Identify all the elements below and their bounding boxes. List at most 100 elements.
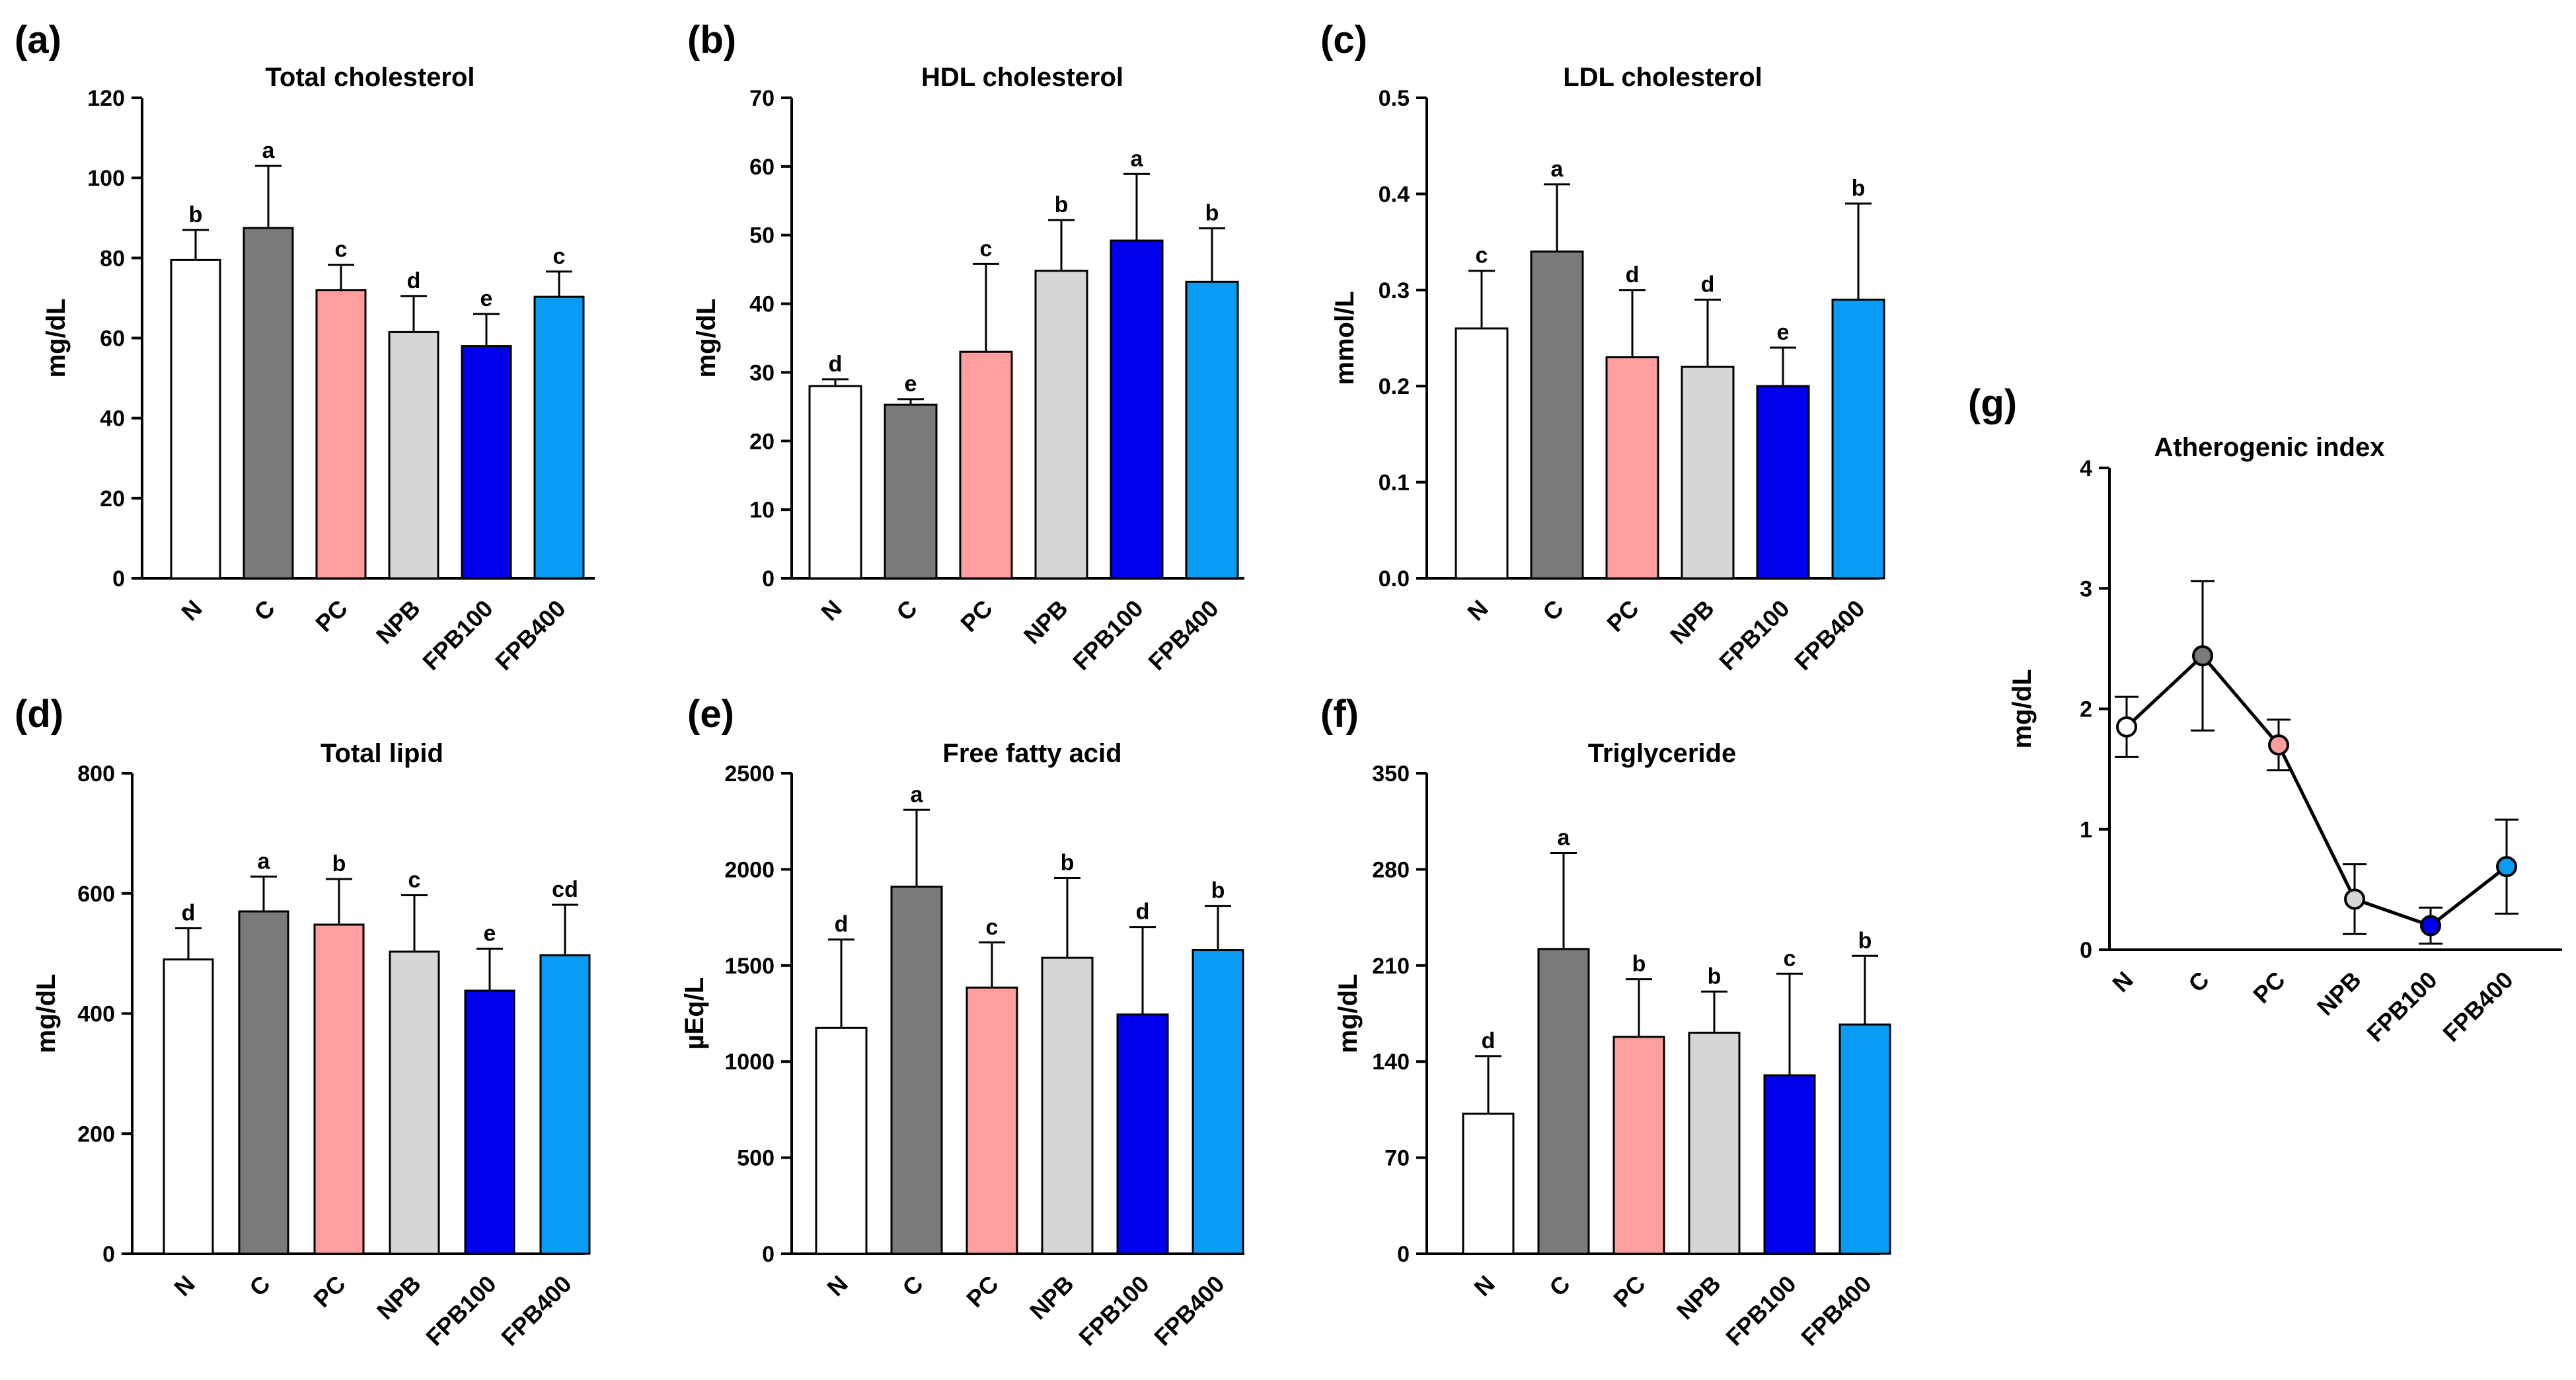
chart-7-panel-label: (g)	[1968, 382, 2017, 425]
chart-1-x-tick-label: C	[248, 595, 280, 626]
chart-3-panel-label: (c)	[1320, 19, 1367, 61]
chart-6-significance-label: a	[1558, 825, 1571, 850]
chart-2-significance-label: e	[905, 371, 917, 397]
chart-3-bar	[1605, 356, 1659, 580]
chart-6-bar	[1838, 1023, 1891, 1255]
chart-2-bar	[808, 385, 862, 580]
chart-4-y-tick-label: 600	[77, 882, 115, 907]
chart-6-y-tick-label: 0	[1397, 1242, 1410, 1267]
chart-6-y-tick-label: 280	[1372, 857, 1410, 882]
chart-5-bar	[1116, 1013, 1169, 1255]
chart-5-significance-label: b	[1211, 878, 1225, 903]
chart-3-significance-label: a	[1551, 157, 1564, 182]
chart-3-significance-label: c	[1476, 243, 1488, 268]
chart-7-data-point	[2496, 856, 2517, 878]
chart-1-x-tick-label: PC	[310, 595, 352, 637]
chart-7-x-tick-label: C	[2183, 966, 2214, 997]
chart-1-panel-label: (a)	[15, 19, 61, 61]
chart-1-y-tick-label: 80	[100, 246, 125, 271]
chart-4-bar	[389, 950, 440, 1255]
chart-2-y-tick-label: 10	[749, 498, 775, 523]
chart-2-x-tick-label: FPB400	[1143, 595, 1223, 675]
chart-1-significance-label: e	[480, 286, 493, 311]
chart-5-y-tick-label: 2500	[724, 761, 775, 786]
chart-3-x-tick-label: N	[1462, 595, 1493, 626]
chart-4-bar	[539, 954, 591, 1255]
chart-2-y-axis-label: mg/dL	[692, 299, 721, 378]
chart-5-y-tick-label: 1000	[724, 1050, 775, 1075]
chart-2-significance-label: b	[1055, 192, 1069, 217]
chart-2-y-tick-label: 20	[749, 429, 775, 454]
chart-4-y-tick-label: 0	[102, 1242, 115, 1267]
chart-1-bar	[170, 258, 221, 580]
chart-5-y-tick-label: 0	[762, 1242, 775, 1267]
chart-3-bar	[1530, 250, 1584, 580]
chart-3-y-tick-label: 0.0	[1379, 566, 1410, 592]
chart-7-data-point	[2192, 645, 2213, 667]
chart-2-x-tick-label: PC	[955, 595, 997, 637]
chart-5-title: Free fatty acid	[942, 739, 1121, 768]
chart-6-y-tick-label: 210	[1372, 954, 1410, 979]
chart-1-y-tick-label: 120	[87, 86, 125, 111]
chart-6-bar	[1763, 1074, 1816, 1255]
chart-6-x-tick-label: FPB100	[1720, 1270, 1801, 1351]
chart-4-y-tick-label: 400	[77, 1002, 115, 1027]
chart-6-significance-label: c	[1784, 946, 1796, 971]
chart-5-bar	[1192, 949, 1244, 1255]
chart-7-y-tick-label: 1	[2080, 818, 2092, 843]
chart-5-bar	[1041, 956, 1094, 1255]
chart-7-y-tick-label: 3	[2080, 576, 2092, 601]
chart-1-significance-label: c	[553, 244, 566, 269]
chart-5-x-tick-label: N	[821, 1270, 852, 1301]
chart-5-significance-label: b	[1061, 850, 1075, 875]
chart-4-x-tick-label: NPB	[371, 1270, 426, 1325]
chart-5-y-tick-label: 2000	[724, 857, 775, 882]
chart-4-significance-label: d	[182, 900, 196, 925]
chart-5-x-tick-label: FPB100	[1073, 1270, 1154, 1351]
chart-3-significance-label: d	[1701, 272, 1715, 297]
chart-1-significance-label: a	[262, 138, 276, 163]
chart-1-y-tick-label: 0	[112, 566, 125, 592]
chart-7-data-point	[2268, 734, 2289, 756]
chart-3-bar	[1455, 327, 1509, 580]
chart-6-title: Triglyceride	[1588, 739, 1737, 768]
chart-5-significance-label: c	[986, 915, 999, 940]
chart-2-significance-label: d	[829, 352, 843, 377]
chart-4-bar	[313, 923, 365, 1255]
chart-5-x-tick-label: NPB	[1024, 1270, 1079, 1325]
chart-3-bar	[1681, 365, 1735, 580]
chart-6-y-tick-label: 70	[1384, 1146, 1410, 1171]
chart-7-title: Atherogenic index	[2154, 433, 2385, 462]
chart-4-significance-label: e	[484, 921, 496, 946]
chart-7-x-tick-label: FPB400	[2437, 966, 2518, 1047]
chart-2-x-tick-label: C	[891, 595, 922, 626]
chart-4-x-tick-label: N	[169, 1270, 200, 1301]
chart-3-bar	[1831, 298, 1885, 580]
chart-3-significance-label: d	[1626, 262, 1640, 288]
chart-5-y-tick-label: 500	[737, 1146, 775, 1171]
chart-7-series-line	[2125, 653, 2508, 928]
chart-7-data-point	[2420, 915, 2441, 937]
chart-4-y-tick-label: 200	[77, 1122, 115, 1147]
chart-2-bar	[1110, 239, 1164, 580]
chart-4-title: Total lipid	[321, 739, 443, 768]
chart-3-x-tick-label: NPB	[1665, 595, 1720, 650]
chart-6-significance-label: b	[1708, 964, 1722, 989]
chart-2-y-tick-label: 40	[749, 292, 775, 317]
chart-1-y-tick-label: 20	[100, 486, 125, 512]
chart-1-significance-label: c	[335, 237, 348, 262]
chart-5-x-tick-label: FPB400	[1149, 1270, 1229, 1351]
chart-2-x-tick-label: NPB	[1018, 595, 1073, 650]
chart-5-bar	[815, 1026, 868, 1255]
chart-6-significance-label: d	[1482, 1028, 1496, 1054]
chart-2-x-tick-label: FPB100	[1067, 595, 1148, 675]
chart-7-data-point	[2344, 888, 2365, 910]
chart-5-x-tick-label: PC	[961, 1270, 1003, 1313]
chart-5-bar	[966, 986, 1018, 1255]
chart-4-significance-label: b	[332, 851, 346, 876]
chart-4-x-tick-label: FPB100	[420, 1270, 501, 1351]
chart-3-x-tick-label: PC	[1601, 595, 1644, 637]
chart-2-significance-label: c	[980, 236, 993, 261]
chart-2-y-tick-label: 60	[749, 155, 775, 180]
chart-6-bar	[1462, 1112, 1515, 1255]
